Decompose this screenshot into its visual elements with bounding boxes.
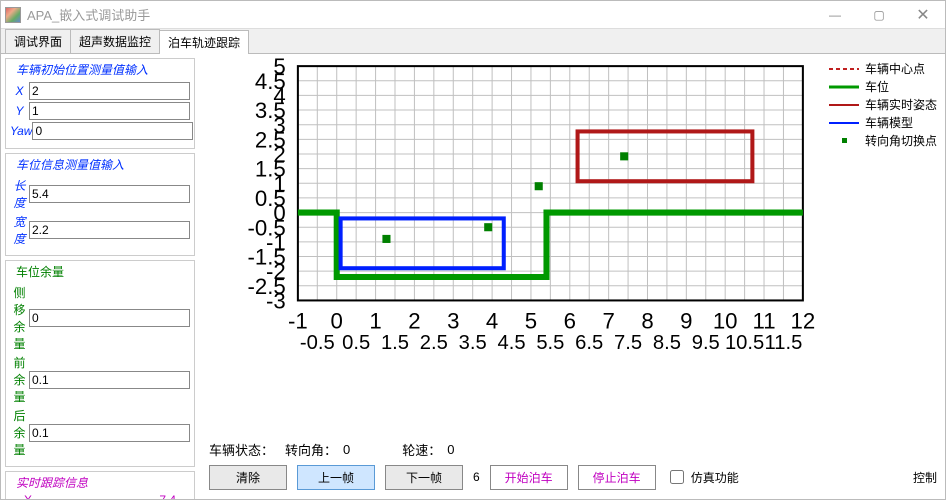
svg-text:0.5: 0.5	[342, 332, 370, 354]
svg-text:5.5: 5.5	[536, 332, 564, 354]
main-area: -10123456789101112-0.50.51.52.53.54.55.5…	[199, 54, 945, 499]
svg-text:4.5: 4.5	[497, 332, 525, 354]
svg-text:3.5: 3.5	[459, 332, 487, 354]
svg-text:-1: -1	[288, 309, 308, 334]
group-margin: 车位余量 侧移余量 前余量 后余量	[5, 260, 195, 467]
tab-parking[interactable]: 泊车轨迹跟踪	[159, 30, 249, 54]
prev-frame-button[interactable]: 上一帧	[297, 465, 375, 490]
steer-label: 转向角：	[285, 440, 337, 459]
group-realtime: 实时跟踪信息 X7.4 Y1.92 Yaw0	[5, 471, 195, 499]
legend-slot: 车位	[865, 78, 889, 96]
vehicle-state-label: 车辆状态：	[209, 440, 279, 459]
left-panel: 车辆初始位置测量值输入 X Y Yaw 车位信息测量值输入 长度	[1, 54, 199, 499]
svg-text:9: 9	[680, 309, 692, 334]
stop-parking-button[interactable]: 停止泊车	[578, 465, 656, 490]
group-init-header: 车辆初始位置测量值输入	[14, 61, 150, 78]
label-side-margin: 侧移余量	[10, 284, 29, 352]
label-length: 长度	[10, 177, 29, 211]
close-button[interactable]: ✕	[901, 1, 945, 29]
svg-text:1.5: 1.5	[381, 332, 409, 354]
svg-text:6.5: 6.5	[575, 332, 603, 354]
input-y[interactable]	[29, 102, 190, 120]
next-frame-button[interactable]: 下一帧	[385, 465, 463, 490]
svg-text:12: 12	[791, 309, 815, 334]
svg-text:4: 4	[486, 309, 498, 334]
svg-text:1: 1	[369, 309, 381, 334]
tab-sonar[interactable]: 超声数据监控	[70, 29, 160, 53]
steer-value: 0	[343, 442, 350, 457]
window-title: APA_嵌入式调试助手	[27, 5, 813, 24]
input-side-margin[interactable]	[29, 309, 190, 327]
legend-realtime: 车辆实时姿态	[865, 96, 937, 114]
label-x: X	[10, 84, 29, 98]
tab-strip: 调试界面 超声数据监控 泊车轨迹跟踪	[1, 29, 945, 53]
group-slot-header: 车位信息测量值输入	[14, 156, 126, 173]
speed-value: 0	[447, 442, 454, 457]
svg-text:7.5: 7.5	[614, 332, 642, 354]
group-slot: 车位信息测量值输入 长度 宽度	[5, 153, 195, 256]
group-realtime-header: 实时跟踪信息	[14, 474, 90, 491]
legend: 车辆中心点 车位 车辆实时姿态 车辆模型 转向角切换点	[829, 60, 937, 150]
control-label: 控制	[913, 469, 937, 486]
label-rear-margin: 后余量	[10, 407, 29, 458]
svg-text:5: 5	[525, 309, 537, 334]
minimize-button[interactable]: —	[813, 1, 857, 29]
input-width[interactable]	[29, 221, 190, 239]
svg-text:-0.5: -0.5	[300, 332, 335, 354]
app-icon	[5, 7, 21, 23]
sim-checkbox[interactable]	[670, 470, 684, 484]
sim-checkbox-label[interactable]: 仿真功能	[666, 467, 739, 487]
rt-x-label: X	[24, 493, 32, 499]
svg-text:8: 8	[641, 309, 653, 334]
frame-value: 6	[473, 470, 480, 484]
group-init-pose: 车辆初始位置测量值输入 X Y Yaw	[5, 58, 195, 149]
app-window: APA_嵌入式调试助手 — ▢ ✕ 调试界面 超声数据监控 泊车轨迹跟踪 车辆初…	[0, 0, 946, 500]
svg-text:11.5: 11.5	[765, 332, 803, 354]
sim-checkbox-text: 仿真功能	[691, 469, 739, 486]
content-area: 车辆初始位置测量值输入 X Y Yaw 车位信息测量值输入 长度	[1, 53, 945, 499]
svg-text:10.5: 10.5	[725, 332, 764, 354]
rt-x-value: 7.4	[159, 493, 176, 499]
clear-button[interactable]: 清除	[209, 465, 287, 490]
svg-text:8.5: 8.5	[653, 332, 681, 354]
input-length[interactable]	[29, 185, 190, 203]
svg-text:10: 10	[713, 309, 738, 334]
input-yaw[interactable]	[32, 122, 193, 140]
maximize-button[interactable]: ▢	[857, 1, 901, 29]
label-yaw: Yaw	[10, 124, 32, 138]
svg-text:9.5: 9.5	[692, 332, 720, 354]
bottom-bar: 车辆状态： 转向角：0 轮速：0 清除 上一帧 下一帧 6 开始泊车 停止泊车 …	[209, 439, 937, 495]
group-margin-header: 车位余量	[14, 263, 66, 280]
speed-label: 轮速：	[402, 440, 441, 459]
svg-text:6: 6	[564, 309, 576, 334]
svg-text:2.5: 2.5	[420, 332, 448, 354]
label-width: 宽度	[10, 213, 29, 247]
legend-model: 车辆模型	[865, 114, 913, 132]
label-front-margin: 前余量	[10, 354, 29, 405]
input-front-margin[interactable]	[29, 371, 190, 389]
input-rear-margin[interactable]	[29, 424, 190, 442]
svg-text:5: 5	[273, 54, 285, 79]
trajectory-chart: -10123456789101112-0.50.51.52.53.54.55.5…	[209, 54, 815, 357]
svg-text:7: 7	[602, 309, 614, 334]
tab-debug[interactable]: 调试界面	[5, 29, 71, 53]
input-x[interactable]	[29, 82, 190, 100]
legend-center: 车辆中心点	[865, 60, 925, 78]
svg-text:11: 11	[752, 309, 775, 334]
legend-switch: 转向角切换点	[865, 132, 937, 150]
start-parking-button[interactable]: 开始泊车	[490, 465, 568, 490]
titlebar: APA_嵌入式调试助手 — ▢ ✕	[1, 1, 945, 29]
label-y: Y	[10, 104, 29, 118]
svg-text:2: 2	[408, 309, 420, 334]
svg-text:3: 3	[447, 309, 459, 334]
svg-text:0: 0	[331, 309, 343, 334]
